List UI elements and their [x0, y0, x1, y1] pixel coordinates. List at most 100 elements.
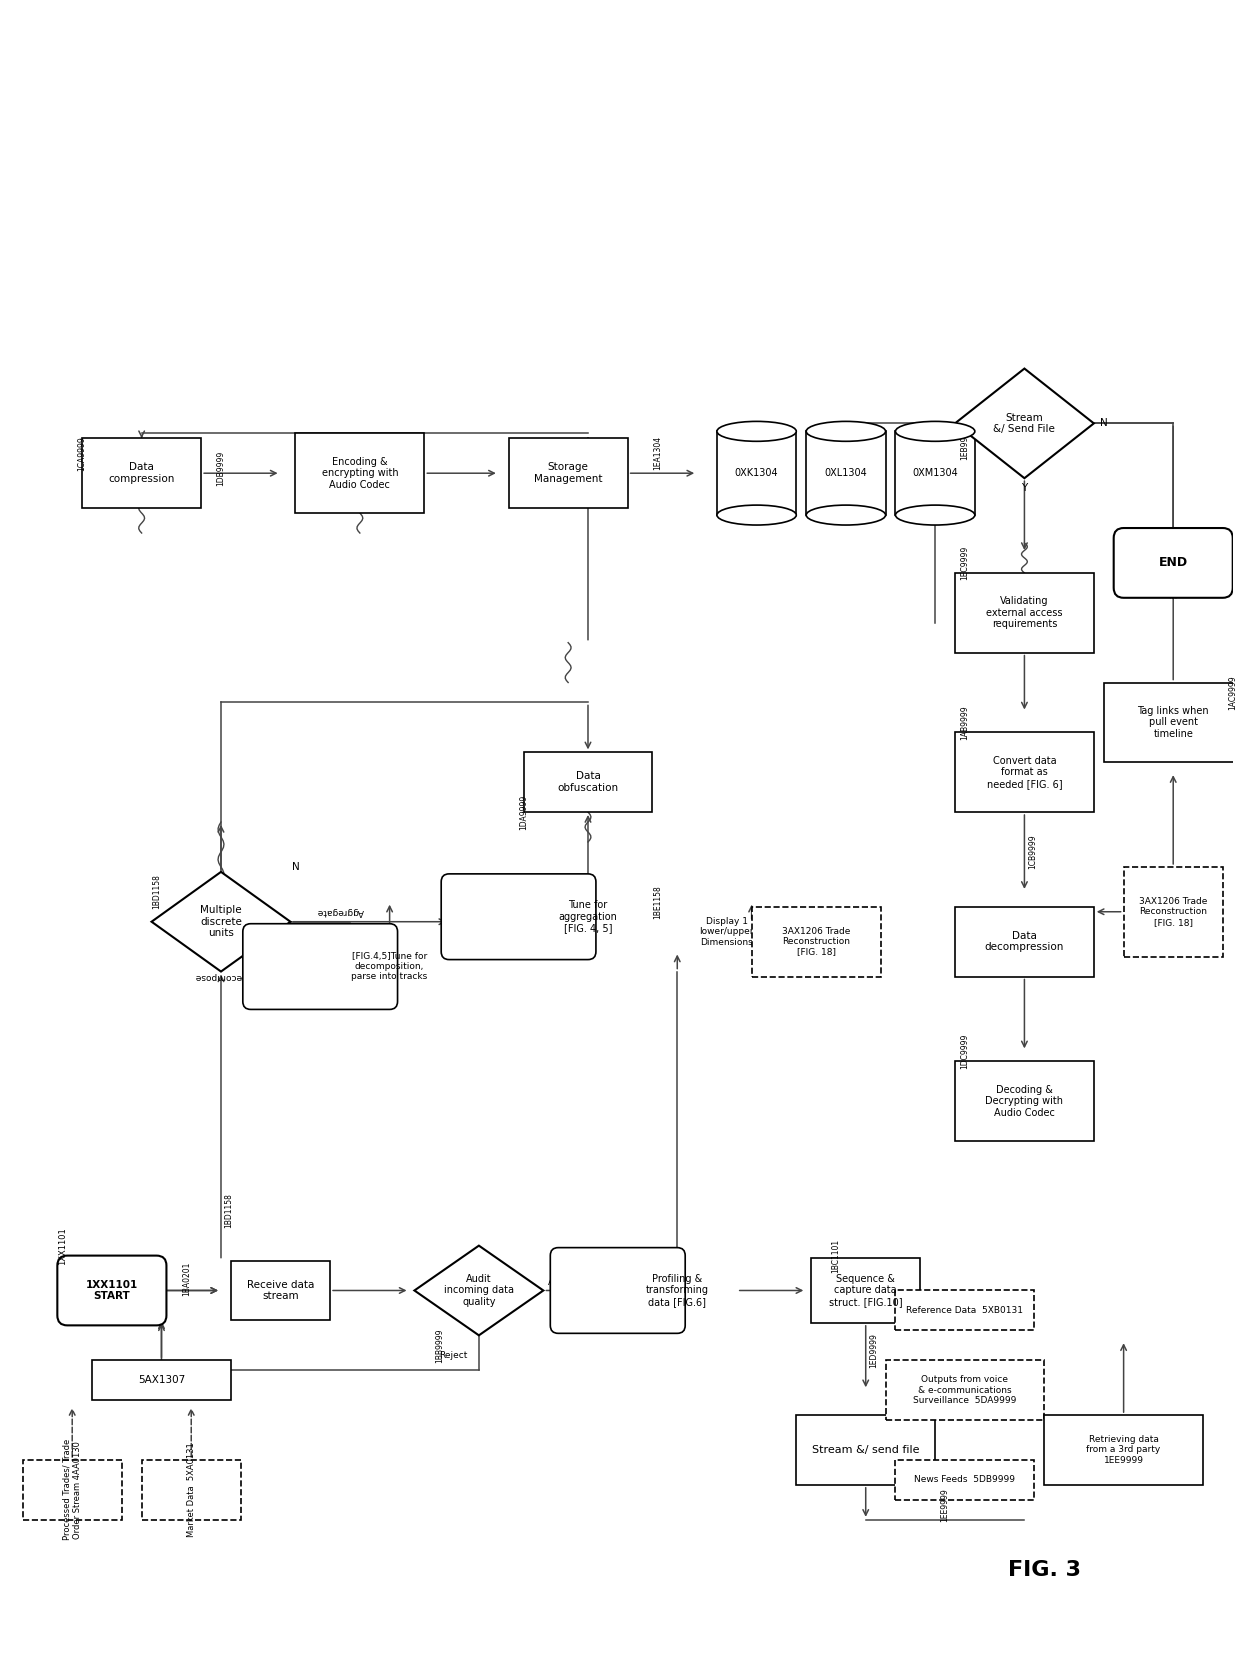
- Bar: [1044, 1415, 1203, 1485]
- Text: 5AX1307: 5AX1307: [138, 1374, 185, 1384]
- Text: Multiple
discrete
units: Multiple discrete units: [200, 905, 242, 938]
- Polygon shape: [955, 368, 1094, 478]
- FancyBboxPatch shape: [551, 1247, 686, 1333]
- Bar: [895, 1291, 1034, 1331]
- Text: Display 1
lower/upper
Dimensions: Display 1 lower/upper Dimensions: [699, 916, 754, 946]
- Text: Sequence &
capture data
struct. [FIG.10]: Sequence & capture data struct. [FIG.10]: [828, 1274, 903, 1308]
- Ellipse shape: [895, 505, 975, 525]
- Text: Stream
&/ Send File: Stream &/ Send File: [993, 413, 1055, 435]
- Text: Encoding &
encrypting with
Audio Codec: Encoding & encrypting with Audio Codec: [321, 456, 398, 490]
- Text: 0XL1304: 0XL1304: [825, 468, 867, 478]
- Text: 1EB9999: 1EB9999: [961, 426, 970, 460]
- Ellipse shape: [895, 421, 975, 441]
- Text: 1BD1158: 1BD1158: [224, 1194, 233, 1229]
- Ellipse shape: [806, 505, 885, 525]
- Bar: [955, 573, 1094, 652]
- Bar: [751, 906, 880, 976]
- Text: Decompose: Decompose: [195, 971, 248, 981]
- Text: Processed Trades/ Trade
Order Stream 4AA0130: Processed Trades/ Trade Order Stream 4AA…: [62, 1440, 82, 1540]
- Text: Y: Y: [1022, 483, 1028, 493]
- Bar: [82, 438, 201, 508]
- Text: 1BC1101: 1BC1101: [832, 1239, 841, 1272]
- Bar: [523, 752, 652, 813]
- Text: FIG. 3: FIG. 3: [1008, 1560, 1081, 1580]
- Text: 1CA9999: 1CA9999: [78, 436, 87, 470]
- Text: Data
decompression: Data decompression: [985, 931, 1064, 953]
- Text: 1AC9999: 1AC9999: [1229, 675, 1238, 711]
- FancyBboxPatch shape: [441, 874, 596, 960]
- FancyBboxPatch shape: [243, 923, 398, 1010]
- Text: Storage
Management: Storage Management: [534, 463, 603, 483]
- Text: 1BE1158: 1BE1158: [653, 884, 662, 918]
- Bar: [895, 1460, 1034, 1500]
- Text: Market Data  5XA0131: Market Data 5XA0131: [187, 1443, 196, 1537]
- Bar: [955, 1062, 1094, 1140]
- Text: Retrieving data
from a 3rd party
1EE9999: Retrieving data from a 3rd party 1EE9999: [1086, 1435, 1161, 1465]
- Text: 1DC9999: 1DC9999: [961, 1033, 970, 1068]
- Text: 1EC9999: 1EC9999: [961, 545, 970, 580]
- Bar: [1123, 866, 1223, 956]
- Text: Reject: Reject: [439, 1351, 467, 1359]
- Text: 1BF1158: 1BF1158: [465, 920, 474, 953]
- Text: 1CB9999: 1CB9999: [1028, 834, 1037, 869]
- Text: 1XX1101
START: 1XX1101 START: [86, 1279, 138, 1301]
- Ellipse shape: [717, 505, 796, 525]
- Text: 1DB9999: 1DB9999: [217, 450, 226, 487]
- Text: Validating
external access
requirements: Validating external access requirements: [986, 597, 1063, 629]
- Bar: [508, 438, 627, 508]
- Text: N: N: [291, 861, 299, 871]
- Bar: [895, 431, 975, 515]
- Text: 1BA0201: 1BA0201: [182, 1261, 191, 1296]
- Text: 1AA1153: 1AA1153: [574, 1261, 583, 1296]
- Text: Decoding &
Decrypting with
Audio Codec: Decoding & Decrypting with Audio Codec: [986, 1085, 1064, 1117]
- Bar: [1104, 682, 1240, 762]
- Text: Data
obfuscation: Data obfuscation: [558, 771, 619, 793]
- Text: Receive data
stream: Receive data stream: [247, 1279, 314, 1301]
- Text: 1BD1158: 1BD1158: [153, 874, 161, 910]
- FancyBboxPatch shape: [57, 1256, 166, 1326]
- Text: 1DA9999: 1DA9999: [520, 794, 528, 829]
- Bar: [22, 1460, 122, 1520]
- Bar: [796, 1415, 935, 1485]
- Text: Accept: Accept: [548, 1277, 579, 1287]
- Text: N: N: [1100, 418, 1107, 428]
- Text: 3AX1206 Trade
Reconstruction
[FIG. 18]: 3AX1206 Trade Reconstruction [FIG. 18]: [1140, 896, 1208, 926]
- Text: 1XX1101: 1XX1101: [58, 1227, 67, 1264]
- Text: Convert data
format as
needed [FIG. 6]: Convert data format as needed [FIG. 6]: [987, 756, 1063, 789]
- Text: END: END: [1158, 557, 1188, 570]
- Bar: [806, 431, 885, 515]
- Bar: [231, 1261, 330, 1321]
- Bar: [811, 1257, 920, 1323]
- Text: Outputs from voice
& e-communications
Surveillance  5DA9999: Outputs from voice & e-communications Su…: [913, 1376, 1017, 1404]
- Polygon shape: [151, 871, 290, 971]
- Ellipse shape: [717, 421, 796, 441]
- FancyBboxPatch shape: [1114, 528, 1233, 599]
- Text: Data
compression: Data compression: [108, 463, 175, 483]
- Text: 3AX1206 Trade
Reconstruction
[FIG. 18]: 3AX1206 Trade Reconstruction [FIG. 18]: [782, 926, 851, 956]
- Bar: [141, 1460, 241, 1520]
- Text: News Feeds  5DB9999: News Feeds 5DB9999: [914, 1475, 1016, 1485]
- Text: [FIG.4,5]Tune for
decomposition,
parse into tracks: [FIG.4,5]Tune for decomposition, parse i…: [351, 951, 428, 981]
- Text: Audit
incoming data
quality: Audit incoming data quality: [444, 1274, 513, 1308]
- Text: 1EA1304: 1EA1304: [653, 436, 662, 470]
- Text: 1AB9999: 1AB9999: [961, 706, 970, 739]
- Bar: [955, 732, 1094, 813]
- Text: 0XM1304: 0XM1304: [913, 468, 959, 478]
- Text: Stream &/ send file: Stream &/ send file: [812, 1445, 920, 1455]
- Text: Tag links when
pull event
timeline: Tag links when pull event timeline: [1137, 706, 1209, 739]
- Ellipse shape: [806, 421, 885, 441]
- Text: Reference Data  5XB0131: Reference Data 5XB0131: [906, 1306, 1023, 1314]
- Text: Profiling &
transforming
data [FIG.6]: Profiling & transforming data [FIG.6]: [646, 1274, 709, 1308]
- Bar: [295, 433, 424, 513]
- Text: Aggregate: Aggregate: [316, 908, 363, 916]
- Text: Tune for
aggregation
[FIG. 4, 5]: Tune for aggregation [FIG. 4, 5]: [558, 900, 618, 933]
- Polygon shape: [414, 1246, 543, 1336]
- Text: 1ED9999: 1ED9999: [869, 1333, 878, 1368]
- Bar: [955, 906, 1094, 976]
- Text: 1EE9999: 1EE9999: [941, 1488, 950, 1522]
- Bar: [885, 1361, 1044, 1420]
- Text: 0XK1304: 0XK1304: [735, 468, 779, 478]
- Text: 1BB9999: 1BB9999: [435, 1328, 444, 1363]
- Bar: [92, 1361, 231, 1399]
- Bar: [717, 431, 796, 515]
